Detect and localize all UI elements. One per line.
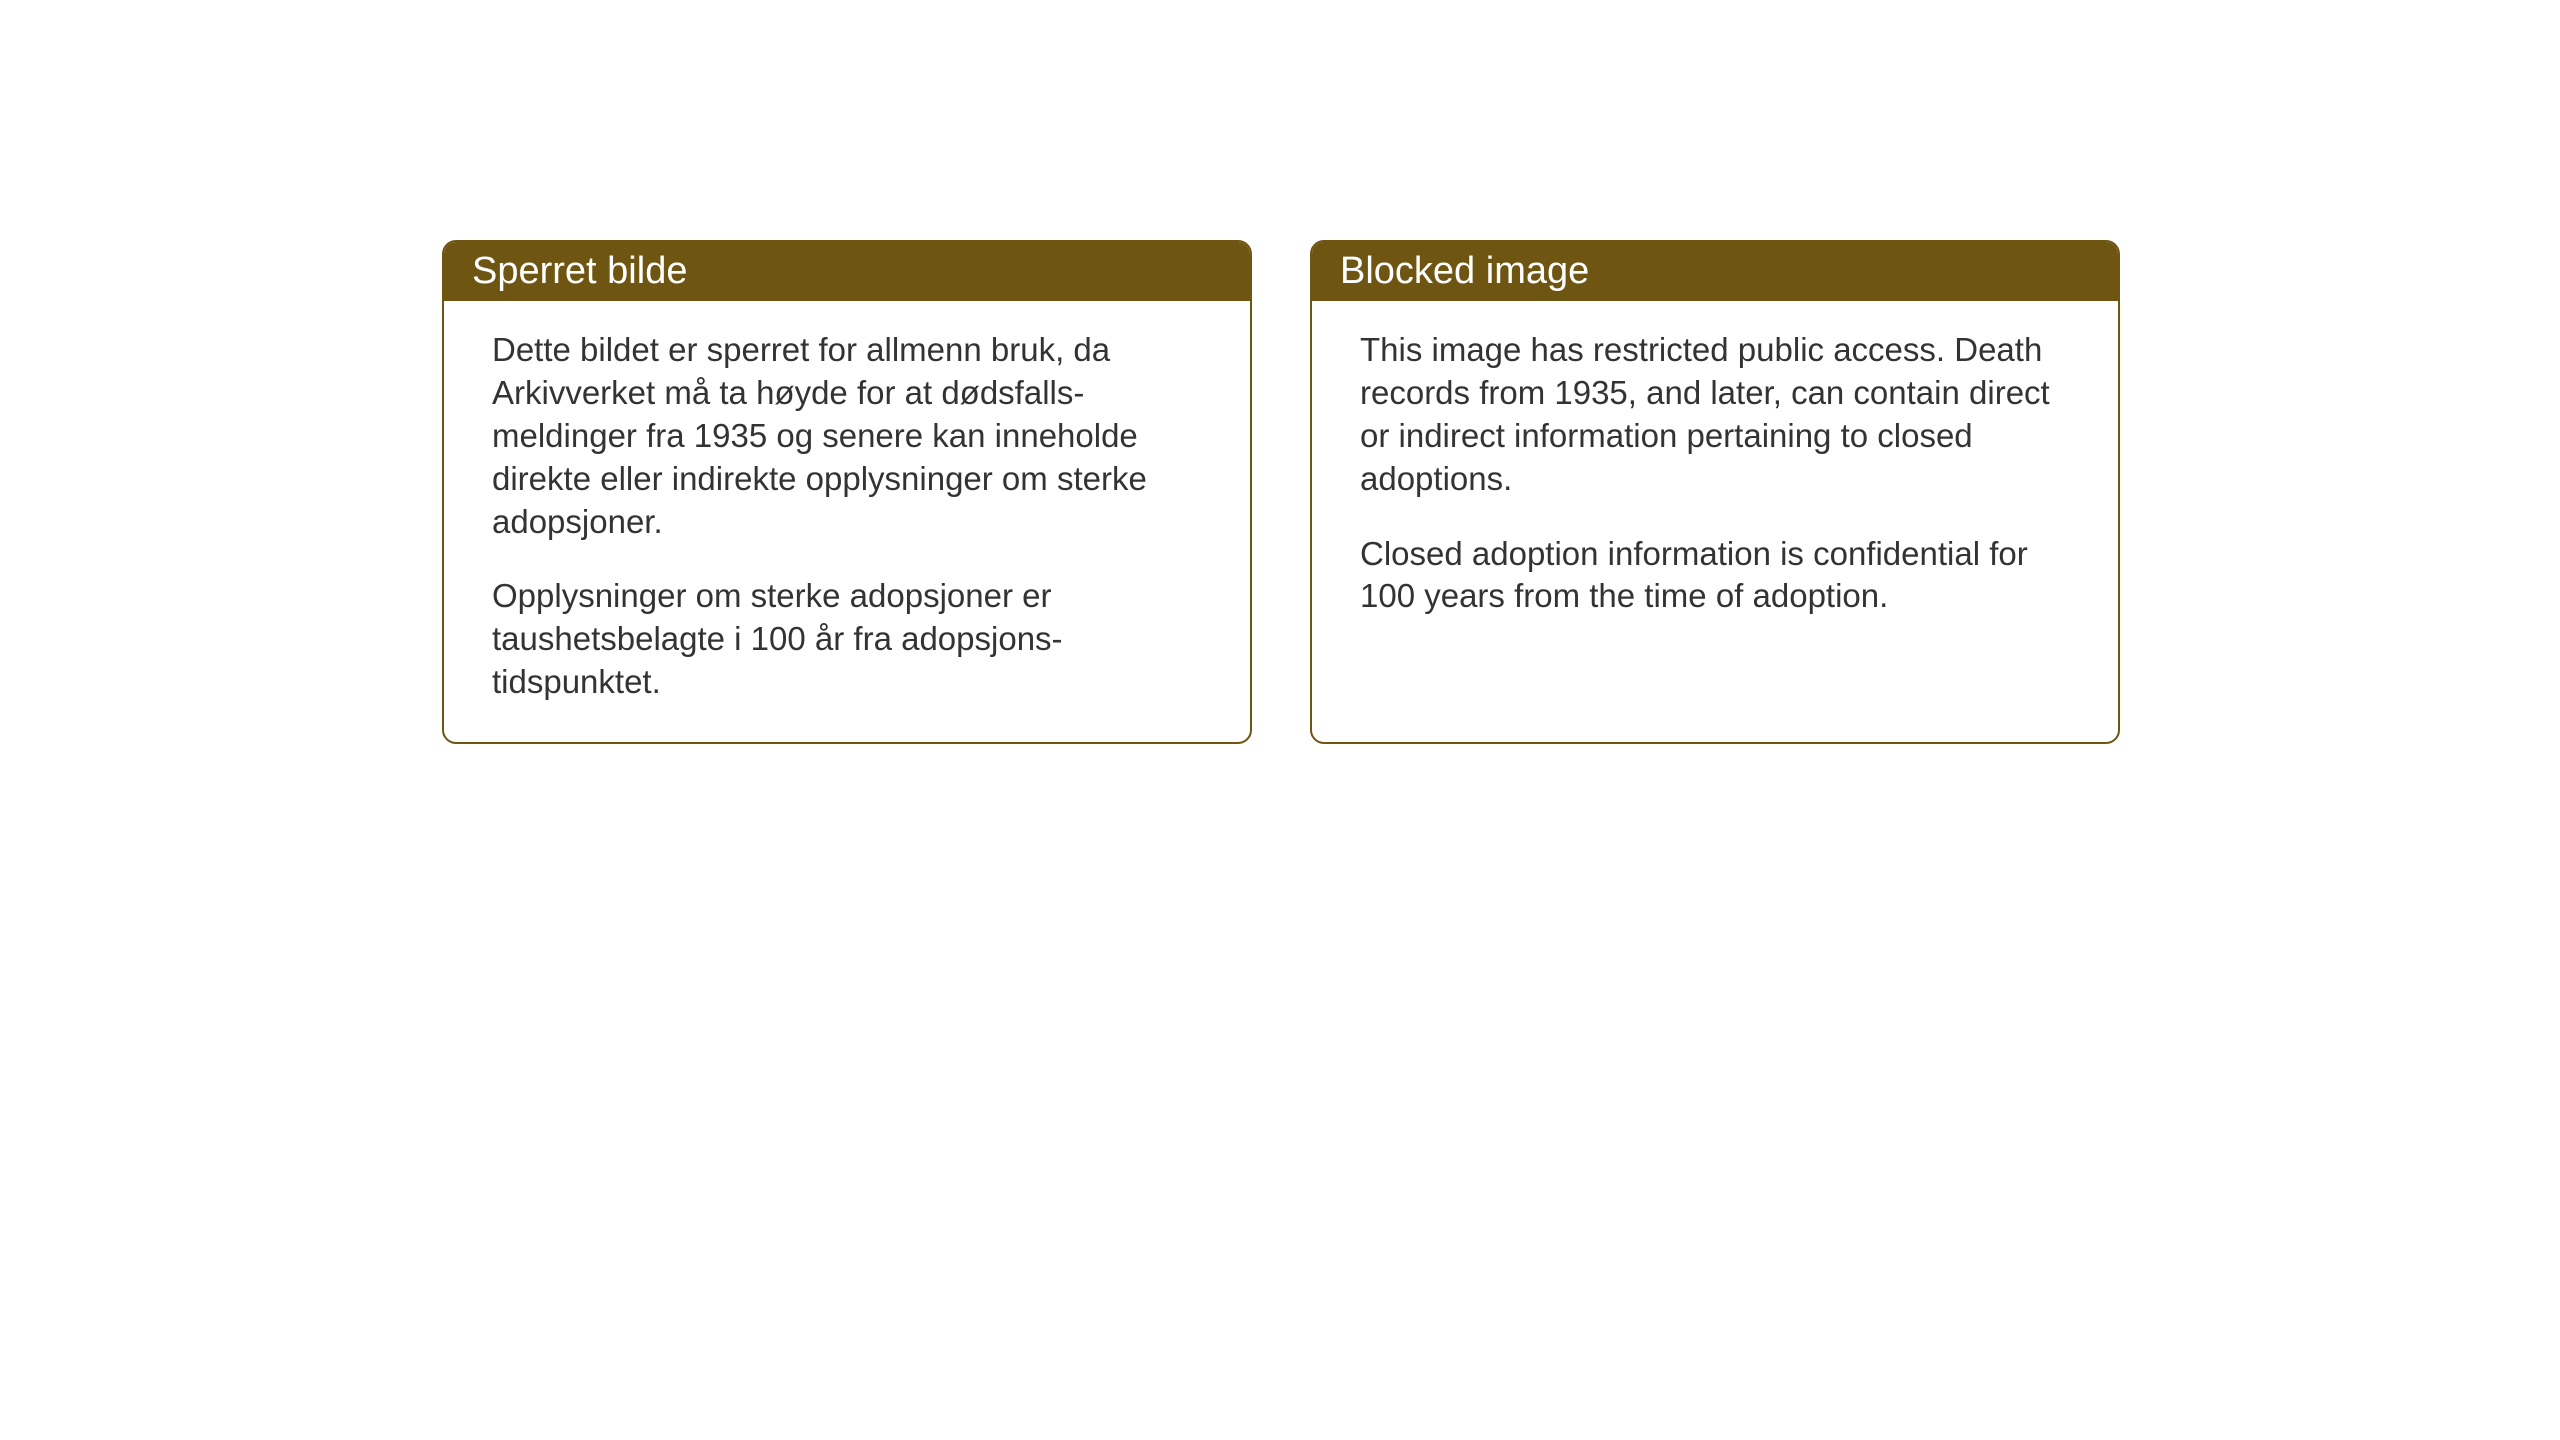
card-paragraph-norwegian-1: Dette bildet er sperret for allmenn bruk… <box>492 329 1202 543</box>
card-header-english: Blocked image <box>1312 242 2118 301</box>
card-paragraph-norwegian-2: Opplysninger om sterke adopsjoner er tau… <box>492 575 1202 704</box>
card-title-norwegian: Sperret bilde <box>472 250 687 292</box>
notice-card-english: Blocked image This image has restricted … <box>1310 240 2120 744</box>
card-header-norwegian: Sperret bilde <box>444 242 1250 301</box>
card-paragraph-english-2: Closed adoption information is confident… <box>1360 533 2070 619</box>
notice-container: Sperret bilde Dette bildet er sperret fo… <box>442 240 2120 744</box>
card-paragraph-english-1: This image has restricted public access.… <box>1360 329 2070 501</box>
card-title-english: Blocked image <box>1340 250 1589 292</box>
card-body-english: This image has restricted public access.… <box>1312 301 2118 701</box>
notice-card-norwegian: Sperret bilde Dette bildet er sperret fo… <box>442 240 1252 744</box>
card-body-norwegian: Dette bildet er sperret for allmenn bruk… <box>444 301 1250 742</box>
